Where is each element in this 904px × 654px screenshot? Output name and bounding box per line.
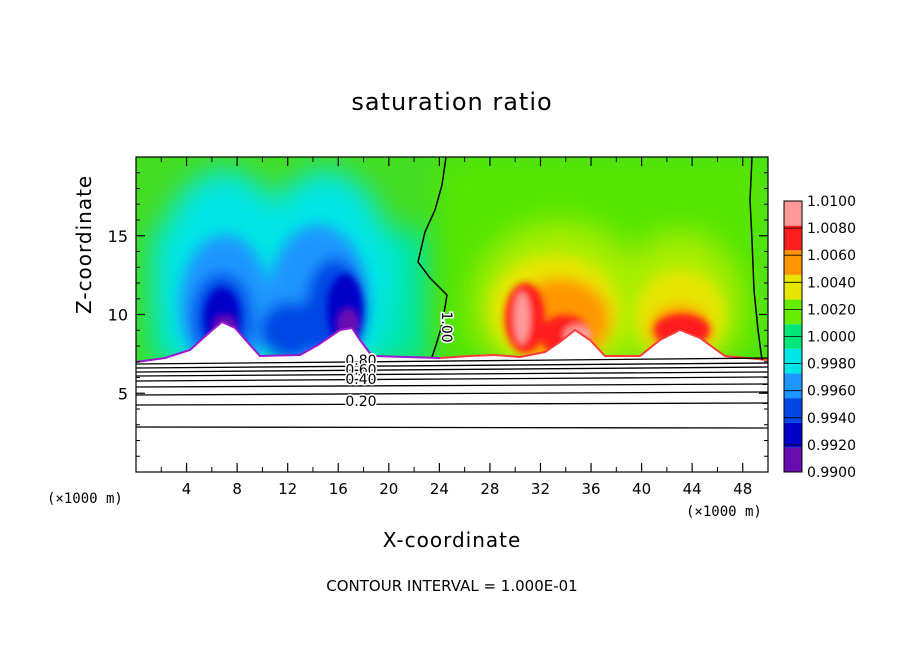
contour-label-halo: 1.00 xyxy=(438,312,454,343)
x-unit-left: (×1000 m) xyxy=(47,491,123,507)
colorbar-swatch xyxy=(784,299,802,325)
y-axis-label: Z-coordinate xyxy=(72,174,96,314)
colorbar-label: 1.0040 xyxy=(807,275,856,291)
colorbar-label: 1.0000 xyxy=(807,330,856,346)
colorbar-label: 0.9940 xyxy=(807,411,856,427)
colorbar-swatch xyxy=(784,398,802,423)
contour-label: 0.80 xyxy=(345,353,376,369)
contour-label-halo: 0.20 xyxy=(345,394,376,410)
colorbar-swatch xyxy=(784,447,802,472)
contour-label-halo: 0.60 xyxy=(345,362,376,378)
x-tick-label: 20 xyxy=(379,480,398,498)
x-tick-label: 36 xyxy=(581,480,600,498)
chart-title: saturation ratio xyxy=(351,88,553,116)
colorbar-swatch xyxy=(784,422,802,448)
contour-label: 0.20 xyxy=(345,394,376,410)
x-tick-label: 32 xyxy=(531,480,550,498)
saturation-field xyxy=(136,157,768,472)
colorbar-label: 1.0020 xyxy=(807,302,856,318)
x-tick-label: 40 xyxy=(632,480,651,498)
contour-label-halo: 0.80 xyxy=(345,353,376,369)
y-tick-label: 5 xyxy=(118,384,128,403)
colorbar: 0.9900 0.9920 0.9940 0.9960 0.9980 1.0000 1.00… xyxy=(783,194,856,481)
x-axis-label: X-coordinate xyxy=(382,528,522,552)
contour-label: 0.60 xyxy=(345,362,376,378)
colorbar-label: 0.9920 xyxy=(807,438,856,454)
x-tick-label: 28 xyxy=(480,480,499,498)
x-tick-label: 4 xyxy=(182,480,192,498)
x-tick-label: 48 xyxy=(733,480,752,498)
x-tick-label: 16 xyxy=(329,480,348,498)
x-unit-right: (×1000 m) xyxy=(686,504,762,520)
colorbar-label: 0.9960 xyxy=(807,384,856,400)
contour-label-halo: 0.40 xyxy=(345,372,376,388)
colorbar-swatch xyxy=(784,274,802,300)
colorbar-swatch xyxy=(784,373,802,399)
x-tick-label: 44 xyxy=(683,480,702,498)
colorbar-swatch xyxy=(784,225,802,251)
contour-interval-note: CONTOUR INTERVAL = 1.000E-01 xyxy=(326,577,578,595)
x-tick-label: 8 xyxy=(232,480,242,498)
x-tick-label: 24 xyxy=(430,480,449,498)
colorbar-swatch xyxy=(784,201,802,226)
contour-label: 0.40 xyxy=(345,372,376,388)
y-tick-label: 15 xyxy=(108,227,128,246)
contour-labels: 1.001.000.800.800.600.600.400.400.200.20 xyxy=(344,310,455,411)
colorbar-swatch xyxy=(784,348,802,374)
colorbar-swatch xyxy=(784,250,802,275)
colorbar-label: 0.9980 xyxy=(807,357,856,373)
colorbar-label: 1.0080 xyxy=(807,221,856,237)
contour-label: 1.00 xyxy=(438,312,454,343)
y-tick-label: 10 xyxy=(108,306,128,325)
colorbar-label: 1.0100 xyxy=(807,194,856,210)
x-tick-label: 12 xyxy=(278,480,297,498)
colorbar-label: 0.9900 xyxy=(807,465,856,481)
colorbar-label: 1.0060 xyxy=(807,248,856,264)
